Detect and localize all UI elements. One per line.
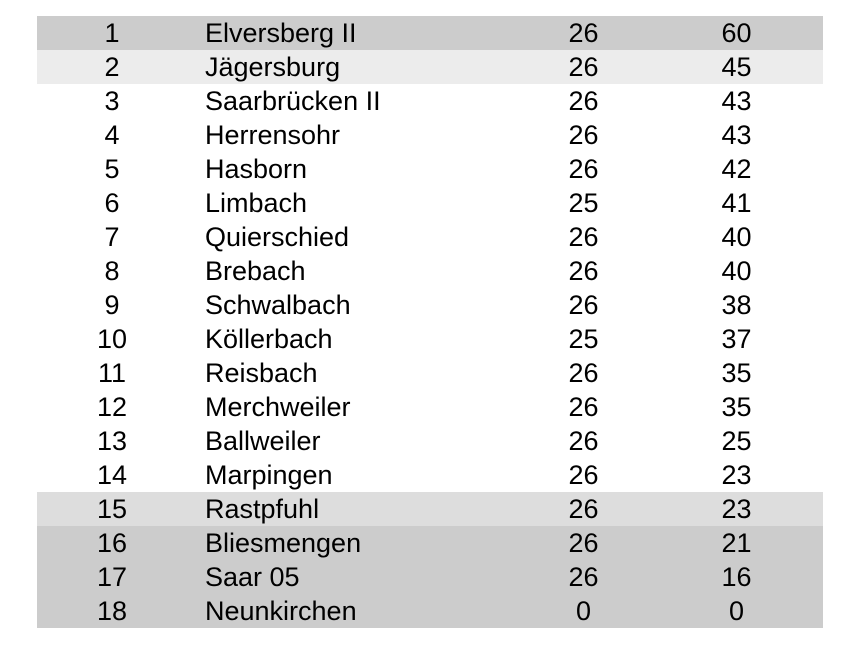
team-cell: Neunkirchen (205, 595, 357, 626)
played-cell: 26 (568, 51, 599, 82)
table-row: 4 Herrensohr 26 43 (37, 118, 823, 152)
team-cell: Bliesmengen (205, 527, 362, 558)
table-row: 2 Jägersburg 26 45 (37, 50, 823, 84)
position-cell: 4 (104, 119, 120, 150)
position-cell: 12 (96, 391, 128, 422)
position-cell: 2 (104, 51, 120, 82)
played-cell: 26 (568, 153, 599, 184)
points-cell: 40 (721, 221, 752, 252)
table-row: 15 Rastpfuhl 26 23 (37, 492, 823, 526)
points-cell: 0 (728, 595, 745, 626)
table-row: 9 Schwalbach 26 38 (37, 288, 823, 322)
team-cell: Brebach (205, 255, 306, 286)
played-cell: 26 (568, 391, 599, 422)
team-cell: Limbach (205, 187, 308, 218)
position-cell: 3 (104, 85, 120, 116)
played-cell: 26 (568, 85, 599, 116)
team-cell: Elversberg II (205, 17, 357, 48)
played-cell: 26 (568, 119, 599, 150)
points-cell: 43 (721, 85, 752, 116)
position-cell: 15 (96, 493, 128, 524)
position-cell: 14 (96, 459, 128, 490)
table-row: 10 Köllerbach 25 37 (37, 322, 823, 356)
played-cell: 26 (568, 17, 599, 48)
position-cell: 9 (104, 289, 120, 320)
points-cell: 60 (721, 17, 752, 48)
team-cell: Merchweiler (205, 391, 351, 422)
position-cell: 10 (96, 323, 128, 354)
table-row: 6 Limbach 25 41 (37, 186, 823, 220)
played-cell: 26 (568, 255, 599, 286)
position-cell: 5 (104, 153, 120, 184)
points-cell: 45 (721, 51, 752, 82)
team-cell: Quierschied (205, 221, 350, 252)
points-cell: 37 (721, 323, 752, 354)
played-cell: 26 (568, 527, 599, 558)
position-cell: 11 (97, 357, 127, 388)
table-row: 13 Ballweiler 26 25 (37, 424, 823, 458)
team-cell: Ballweiler (205, 425, 321, 456)
points-cell: 35 (721, 357, 752, 388)
points-cell: 41 (721, 187, 752, 218)
played-cell: 0 (575, 595, 592, 626)
played-cell: 26 (568, 289, 599, 320)
played-cell: 26 (568, 561, 599, 592)
team-cell: Jägersburg (205, 51, 341, 82)
played-cell: 25 (568, 323, 599, 354)
points-cell: 38 (721, 289, 752, 320)
played-cell: 26 (568, 425, 599, 456)
points-cell: 42 (721, 153, 752, 184)
table-row: 3 Saarbrücken II 26 43 (37, 84, 823, 118)
points-cell: 23 (721, 493, 752, 524)
points-cell: 23 (721, 459, 752, 490)
position-cell: 8 (104, 255, 120, 286)
table-row: 16 Bliesmengen 26 21 (37, 526, 823, 560)
table-row: 17 Saar 05 26 16 (37, 560, 823, 594)
standings-table: 1 Elversberg II 26 60 2 Jägersburg 26 45 3 Saarbr… (37, 16, 823, 628)
table-row: 7 Quierschied 26 40 (37, 220, 823, 254)
points-cell: 40 (721, 255, 752, 286)
team-cell: Marpingen (205, 459, 333, 490)
team-cell: Hasborn (205, 153, 308, 184)
team-cell: Rastpfuhl (205, 493, 320, 524)
table-row: 1 Elversberg II 26 60 (37, 16, 823, 50)
position-cell: 17 (96, 561, 128, 592)
points-cell: 25 (721, 425, 752, 456)
table-row: 18 Neunkirchen 0 0 (37, 594, 823, 628)
team-cell: Saarbrücken II (205, 85, 381, 116)
points-cell: 43 (721, 119, 752, 150)
position-cell: 7 (104, 221, 120, 252)
points-cell: 35 (721, 391, 752, 422)
table-row: 12 Merchweiler 26 35 (37, 390, 823, 424)
played-cell: 25 (568, 187, 599, 218)
table-row: 11 Reisbach 26 35 (37, 356, 823, 390)
team-cell: Reisbach (205, 357, 318, 388)
played-cell: 26 (568, 357, 599, 388)
position-cell: 13 (96, 425, 128, 456)
table-row: 14 Marpingen 26 23 (37, 458, 823, 492)
team-cell: Schwalbach (205, 289, 351, 320)
position-cell: 18 (96, 595, 128, 626)
table-row: 8 Brebach 26 40 (37, 254, 823, 288)
team-cell: Herrensohr (205, 119, 341, 150)
points-cell: 16 (721, 561, 752, 592)
table-row: 5 Hasborn 26 42 (37, 152, 823, 186)
points-cell: 21 (721, 527, 752, 558)
position-cell: 1 (104, 17, 120, 48)
played-cell: 26 (568, 493, 599, 524)
played-cell: 26 (568, 459, 599, 490)
team-cell: Saar 05 (205, 561, 300, 592)
played-cell: 26 (568, 221, 599, 252)
position-cell: 16 (96, 527, 128, 558)
position-cell: 6 (104, 187, 120, 218)
team-cell: Köllerbach (205, 323, 333, 354)
